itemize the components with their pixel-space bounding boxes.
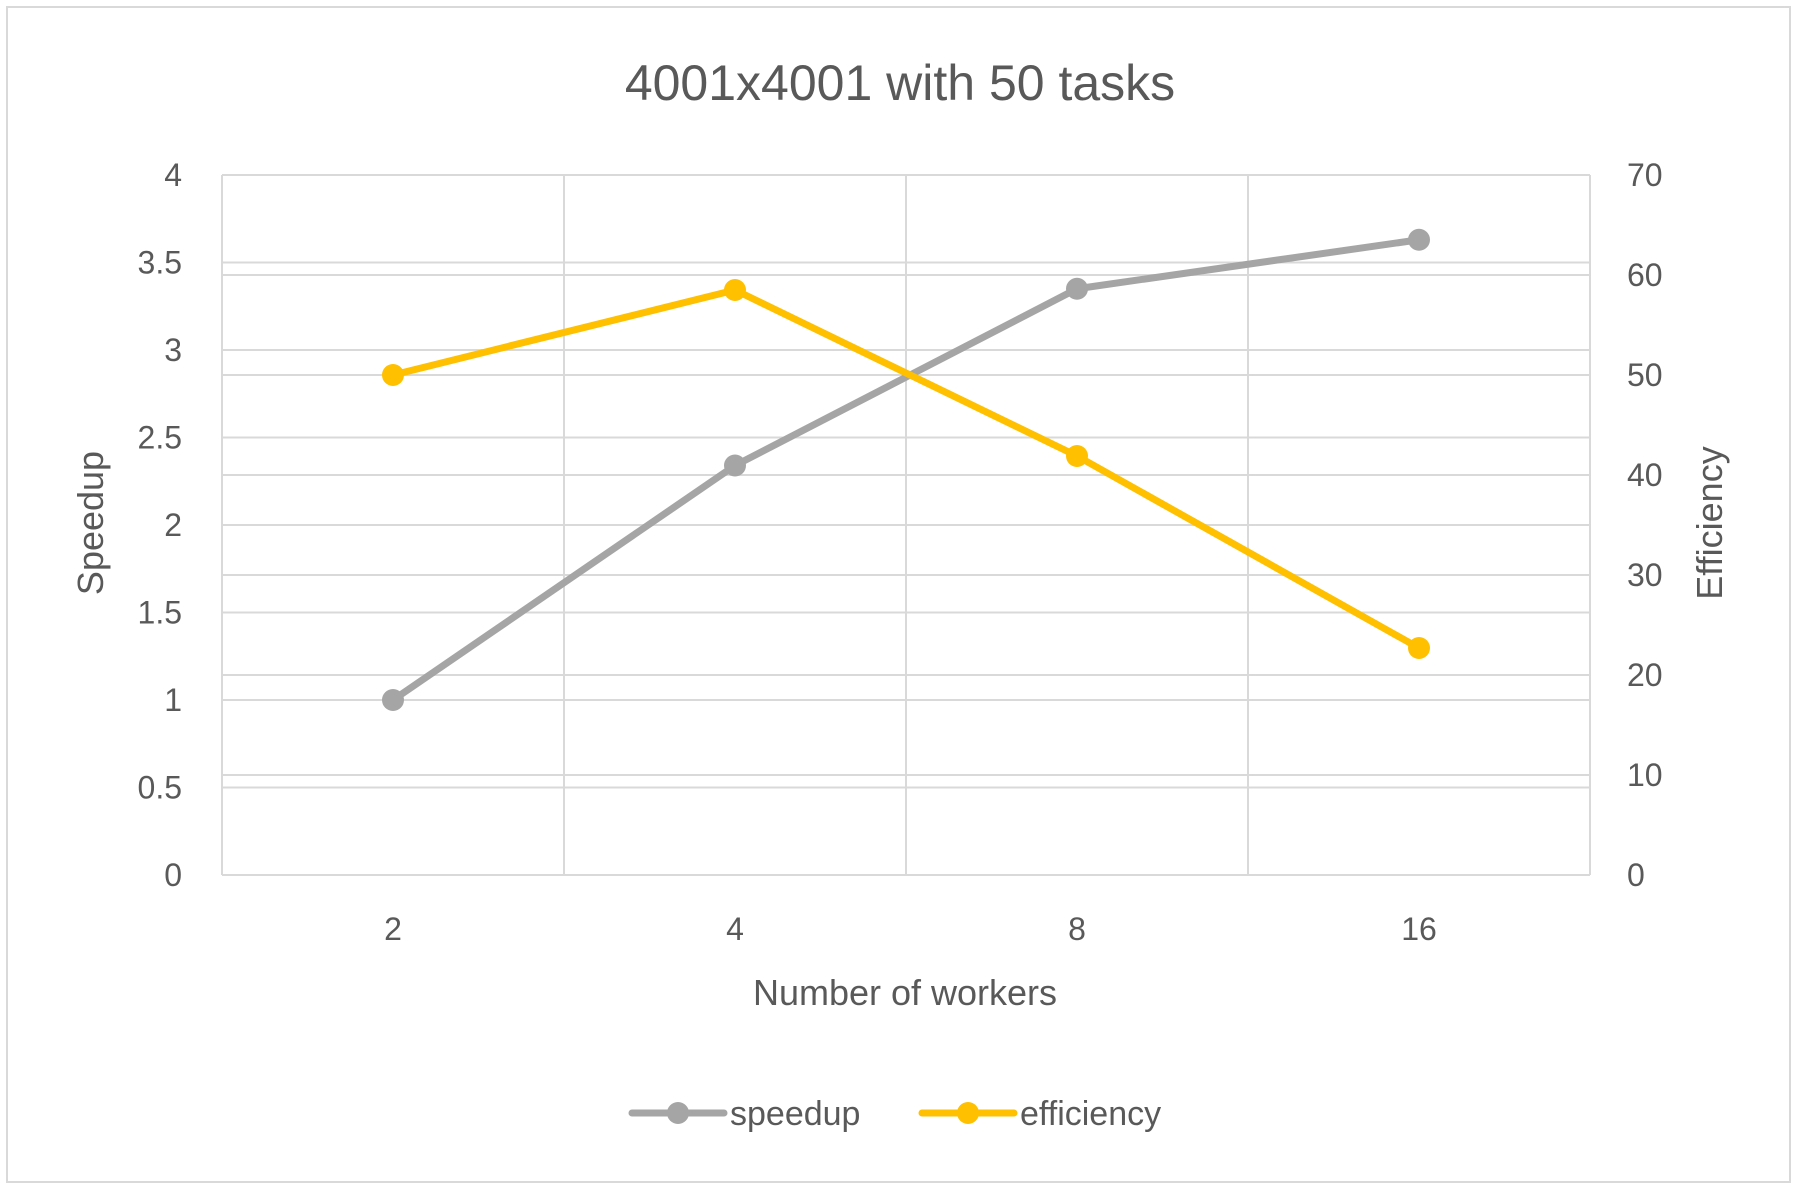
efficiency-point <box>1066 445 1088 467</box>
series-efficiency <box>382 279 1430 659</box>
legend-item-speedup: speedup <box>628 1095 860 1133</box>
series-speedup <box>382 228 1430 711</box>
efficiency-point <box>1408 637 1430 659</box>
x-axis-ticks: 2 4 8 16 <box>384 911 1437 947</box>
y2-tick-label: 70 <box>1627 157 1663 193</box>
y2-tick-label: 30 <box>1627 557 1663 593</box>
efficiency-point <box>724 279 746 301</box>
x-tick-label: 2 <box>384 911 402 947</box>
y-tick-label: 2 <box>164 507 182 543</box>
efficiency-line <box>389 286 1423 652</box>
chart-frame <box>6 6 1791 1183</box>
y-tick-label: 3 <box>164 332 182 368</box>
efficiency-point <box>382 364 404 386</box>
y2-tick-label: 40 <box>1627 457 1663 493</box>
x-tick-label: 8 <box>1068 911 1086 947</box>
legend: speedup efficiency <box>628 1095 1161 1133</box>
speedup-line <box>389 236 1423 704</box>
y2-axis-ticks: 0 10 20 30 40 50 60 70 <box>1627 157 1663 893</box>
x-tick-label: 16 <box>1401 911 1437 947</box>
legend-marker <box>957 1102 979 1124</box>
legend-label: efficiency <box>1020 1095 1161 1133</box>
legend-marker <box>667 1102 689 1124</box>
x-axis-label: Number of workers <box>753 972 1057 1013</box>
y2-tick-label: 10 <box>1627 757 1663 793</box>
x-tick-label: 4 <box>726 911 744 947</box>
gridlines <box>221 174 1591 876</box>
series-layer <box>382 228 1430 711</box>
y2-tick-label: 50 <box>1627 357 1663 393</box>
y-tick-label: 4 <box>164 157 182 193</box>
chart-title: 4001x4001 with 50 tasks <box>625 55 1175 111</box>
speedup-point <box>1408 228 1430 251</box>
y-tick-label: 0.5 <box>138 770 182 806</box>
y-axis-label: Speedup <box>70 451 111 595</box>
y-tick-label: 3.5 <box>138 245 182 281</box>
y2-tick-label: 0 <box>1627 857 1645 893</box>
y-tick-label: 2.5 <box>138 420 182 456</box>
y-axis-ticks: 0 0.5 1 1.5 2 2.5 3 3.5 4 <box>138 157 182 893</box>
y-tick-label: 0 <box>164 857 182 893</box>
y-tick-label: 1 <box>164 682 182 718</box>
speedup-point <box>382 689 404 711</box>
speedup-point <box>724 454 746 477</box>
speedup-point <box>1066 277 1088 300</box>
legend-item-efficiency: efficiency <box>918 1095 1161 1133</box>
legend-label: speedup <box>730 1095 860 1133</box>
y2-axis-label: Efficiency <box>1689 446 1730 599</box>
y2-tick-label: 60 <box>1627 257 1663 293</box>
y2-tick-label: 20 <box>1627 657 1663 693</box>
y-tick-label: 1.5 <box>138 595 182 631</box>
